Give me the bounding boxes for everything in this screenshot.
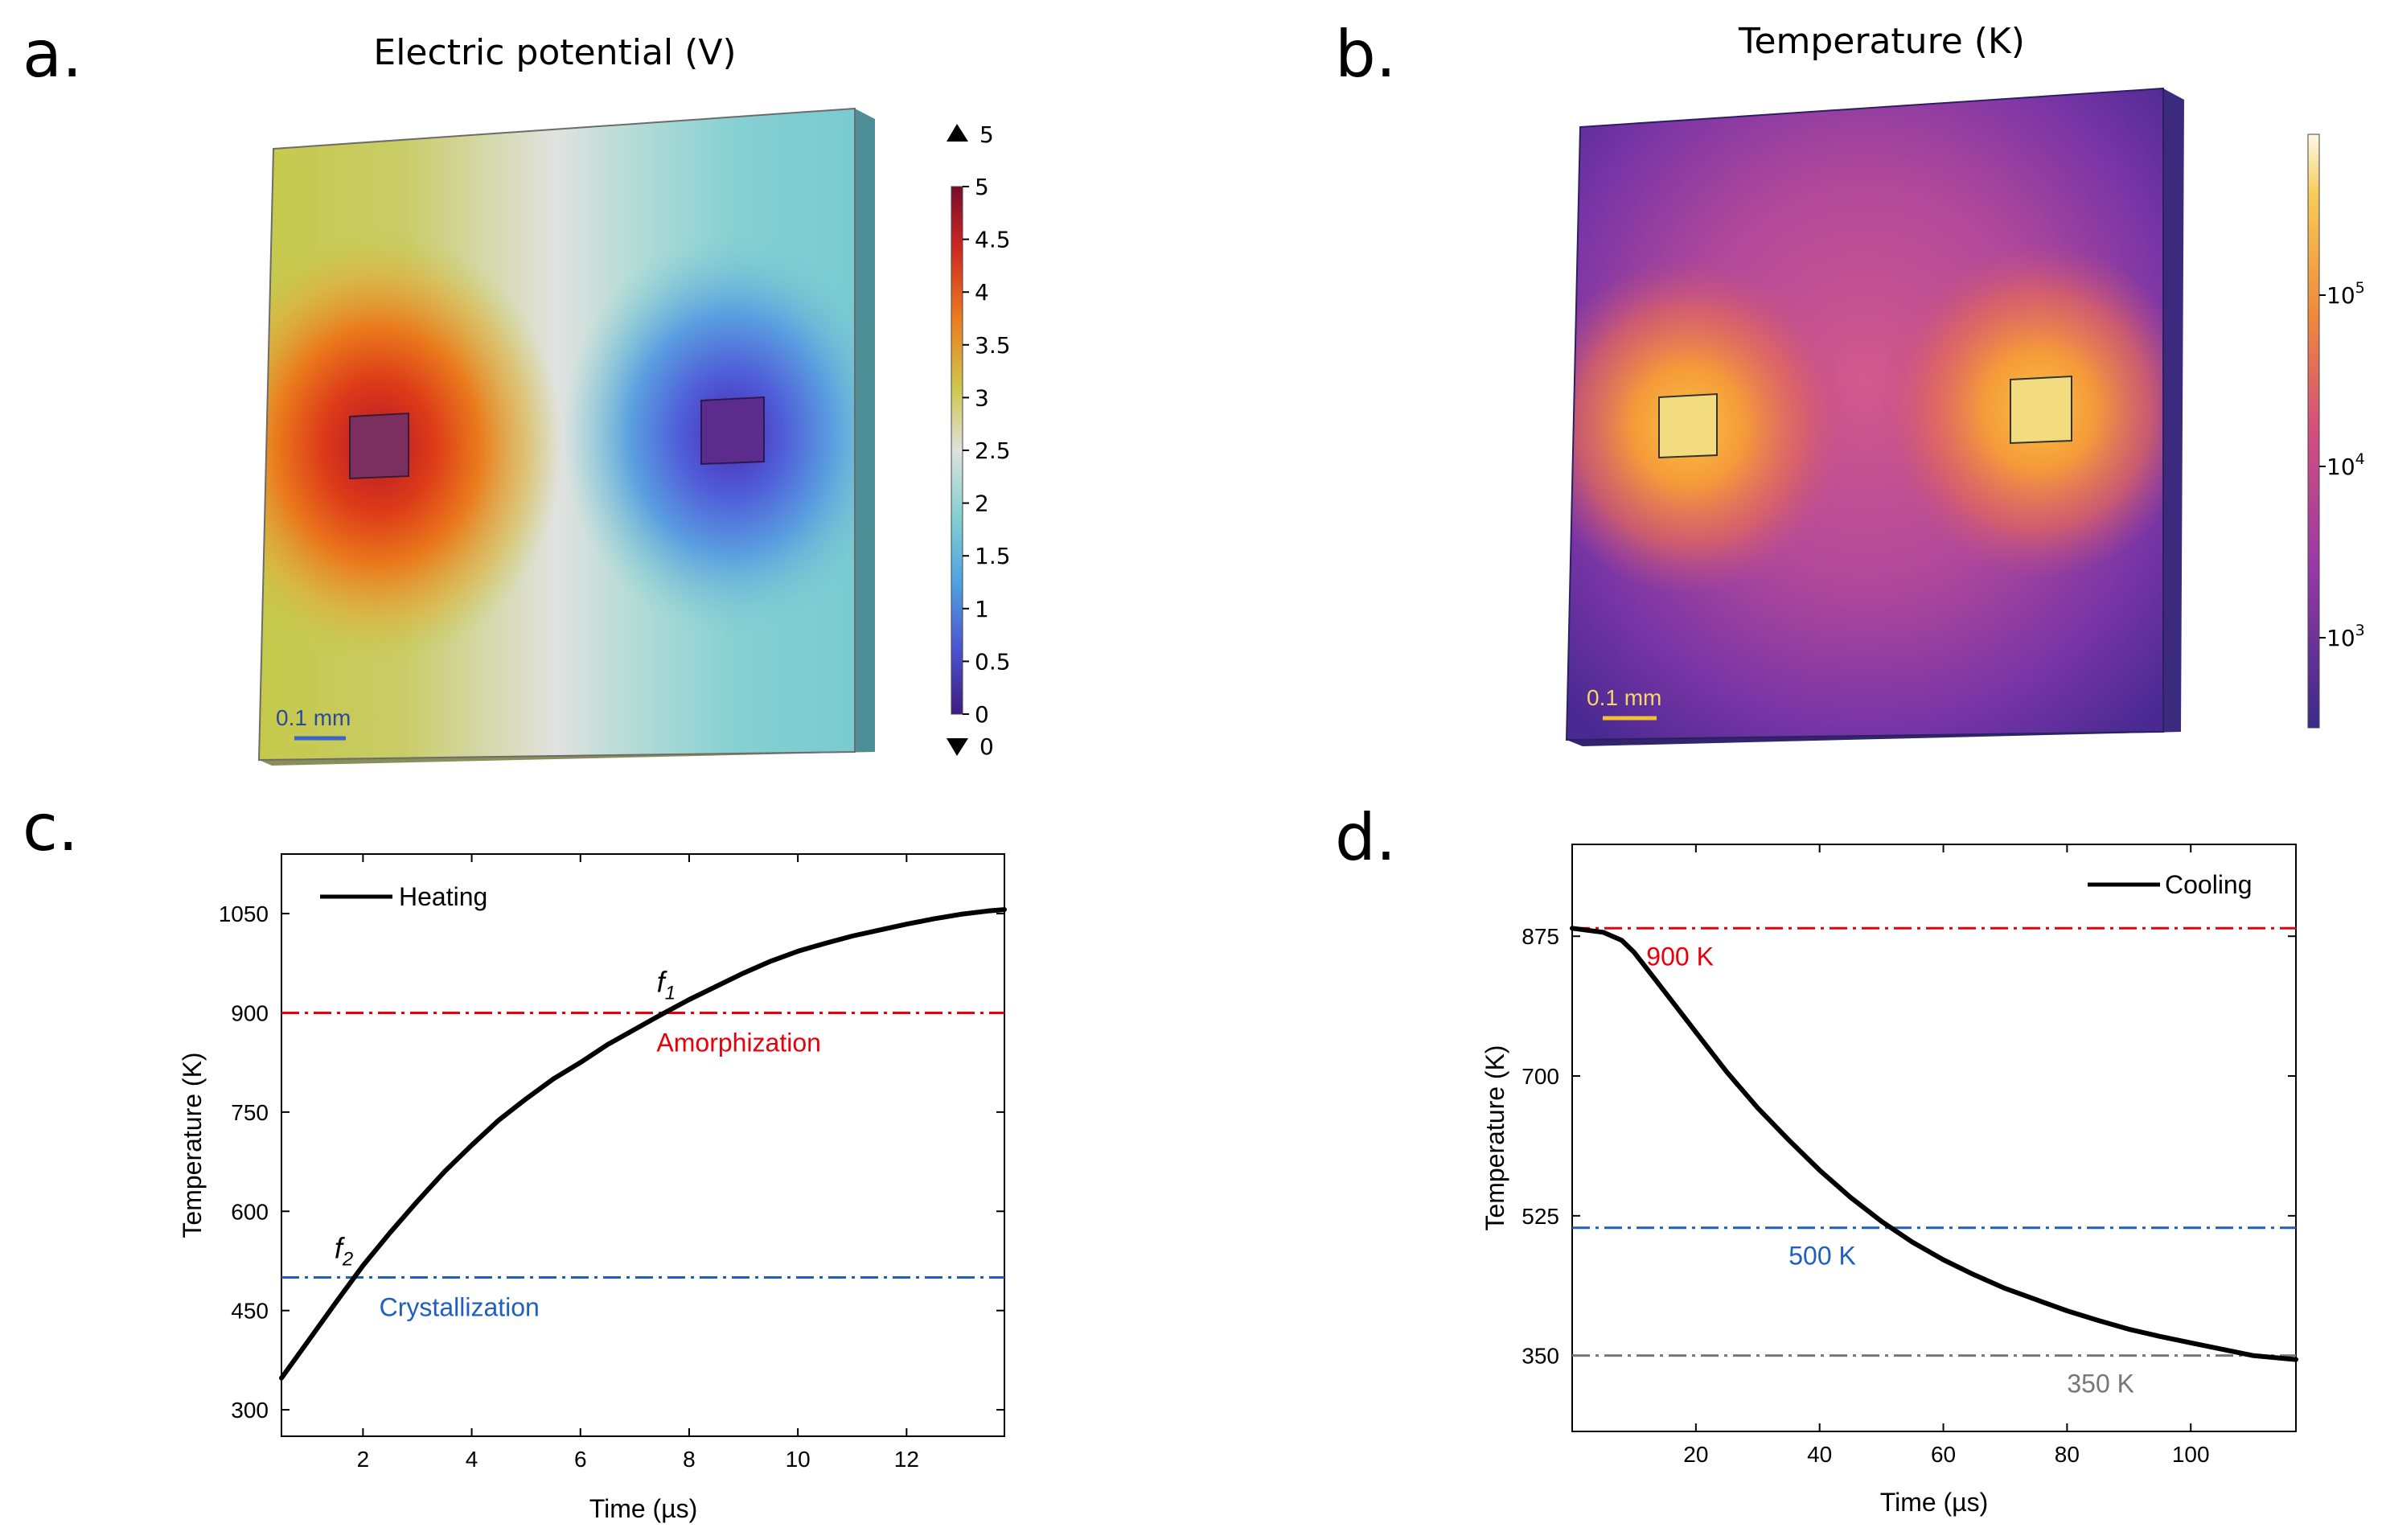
colorbar-a-tick-label: 3 xyxy=(975,384,989,411)
threshold-label: 500 K xyxy=(1788,1242,1856,1271)
x-axis-label-d: Time (µs) xyxy=(1880,1488,1989,1517)
x-tick-label: 60 xyxy=(1931,1442,1956,1467)
series-line xyxy=(279,907,1007,1381)
colorbar-a-min-marker: 0 xyxy=(979,733,994,760)
chart-heating: 2 4 6 8 10 12 300 450 600 750 900 1050 Amorphizatio… xyxy=(178,853,1007,1523)
colorbar-b-tick-label: 103 xyxy=(2326,622,2365,651)
colorbar-a-tick-label: 5 xyxy=(975,174,989,200)
y-tick-label: 450 xyxy=(231,1299,269,1324)
x-tick-label: 2 xyxy=(357,1447,370,1472)
scalebar-a-label: 0.1 mm xyxy=(276,705,351,730)
y-tick-label: 600 xyxy=(231,1199,269,1224)
colorbar-a-tick-label: 4 xyxy=(975,279,989,306)
colorbar-b: 105 104 103 xyxy=(2307,133,2365,729)
panel-title-b: Temperature (K) xyxy=(1739,21,2025,62)
threshold-label: 350 K xyxy=(2067,1370,2134,1398)
y-tick-label: 1050 xyxy=(219,901,269,926)
legend-c: Heating xyxy=(320,882,487,911)
point-annotation: f2 xyxy=(335,1232,353,1271)
hot-electrode xyxy=(349,412,409,480)
right-hot-electrode xyxy=(2010,375,2072,445)
colorbar-b-tick-label: 105 xyxy=(2326,279,2365,309)
y-axis-label-d: Temperature (K) xyxy=(1480,1045,1509,1230)
y-tick-label: 300 xyxy=(231,1398,269,1423)
x-tick-label: 4 xyxy=(466,1447,478,1472)
x-tick-label: 6 xyxy=(574,1447,587,1472)
legend-c-label: Heating xyxy=(399,882,487,911)
left-hot-electrode xyxy=(1658,392,1718,459)
legend-d-label: Cooling xyxy=(2165,870,2253,899)
x-tick-label: 100 xyxy=(2172,1442,2210,1467)
colorbar-a-tick-label: 0 xyxy=(975,701,989,728)
plot-frame-c xyxy=(281,853,1005,1437)
x-tick-label: 40 xyxy=(1807,1442,1832,1467)
colorbar-a-tick-label: 1 xyxy=(975,596,989,622)
colorbar-a-tick-label: 2 xyxy=(975,491,989,517)
y-tick-label: 700 xyxy=(1522,1064,1559,1089)
x-axis-label-c: Time (µs) xyxy=(589,1494,698,1523)
threshold-label: Amorphization xyxy=(656,1028,821,1057)
x-tick-label: 8 xyxy=(683,1447,696,1472)
colorbar-b-tick-label: 104 xyxy=(2326,450,2365,480)
colorbar-a: 5 5 4.5 4 3.5 3 2.5 2 1.5 1 0.5 0 0 xyxy=(947,121,1011,760)
colorbar-a-tick-label: 3.5 xyxy=(975,332,1011,359)
y-tick-label: 875 xyxy=(1522,924,1559,949)
x-tick-label: 20 xyxy=(1683,1442,1708,1467)
y-tick-label: 900 xyxy=(231,1000,269,1025)
y-tick-label: 350 xyxy=(1522,1344,1559,1369)
plot-frame-d xyxy=(1571,844,2297,1432)
temperature-slab: 0.1 mm xyxy=(1565,87,2184,746)
colorbar-a-tick-label: 2.5 xyxy=(975,437,1011,464)
threshold-label: 900 K xyxy=(1646,942,1714,971)
panel-letter-d: d. xyxy=(1335,800,1397,875)
y-axis-label-c: Temperature (K) xyxy=(178,1052,207,1238)
y-tick-label: 525 xyxy=(1522,1204,1559,1229)
panel-title-a: Electric potential (V) xyxy=(373,32,737,73)
point-annotation: f1 xyxy=(657,965,676,1004)
potential-slab: 0.1 mm xyxy=(257,107,875,766)
colorbar-a-max-marker: 5 xyxy=(979,121,994,148)
x-tick-label: 12 xyxy=(894,1447,919,1472)
panel-letter-a: a. xyxy=(23,17,83,92)
legend-d: Cooling xyxy=(2088,870,2253,899)
y-tick-label: 750 xyxy=(231,1100,269,1125)
colorbar-a-tick-label: 0.5 xyxy=(975,648,1011,675)
panel-letter-c: c. xyxy=(23,791,79,865)
colorbar-a-tick-label: 4.5 xyxy=(975,227,1011,253)
x-tick-label: 10 xyxy=(786,1447,811,1472)
scalebar-b-label: 0.1 mm xyxy=(1587,685,1661,710)
series-line xyxy=(1570,926,2298,1362)
threshold-label: Crystallization xyxy=(380,1293,540,1322)
panel-letter-b: b. xyxy=(1335,17,1397,92)
cold-electrode xyxy=(700,396,765,466)
colorbar-a-tick-label: 1.5 xyxy=(975,543,1011,569)
x-tick-label: 80 xyxy=(2055,1442,2080,1467)
